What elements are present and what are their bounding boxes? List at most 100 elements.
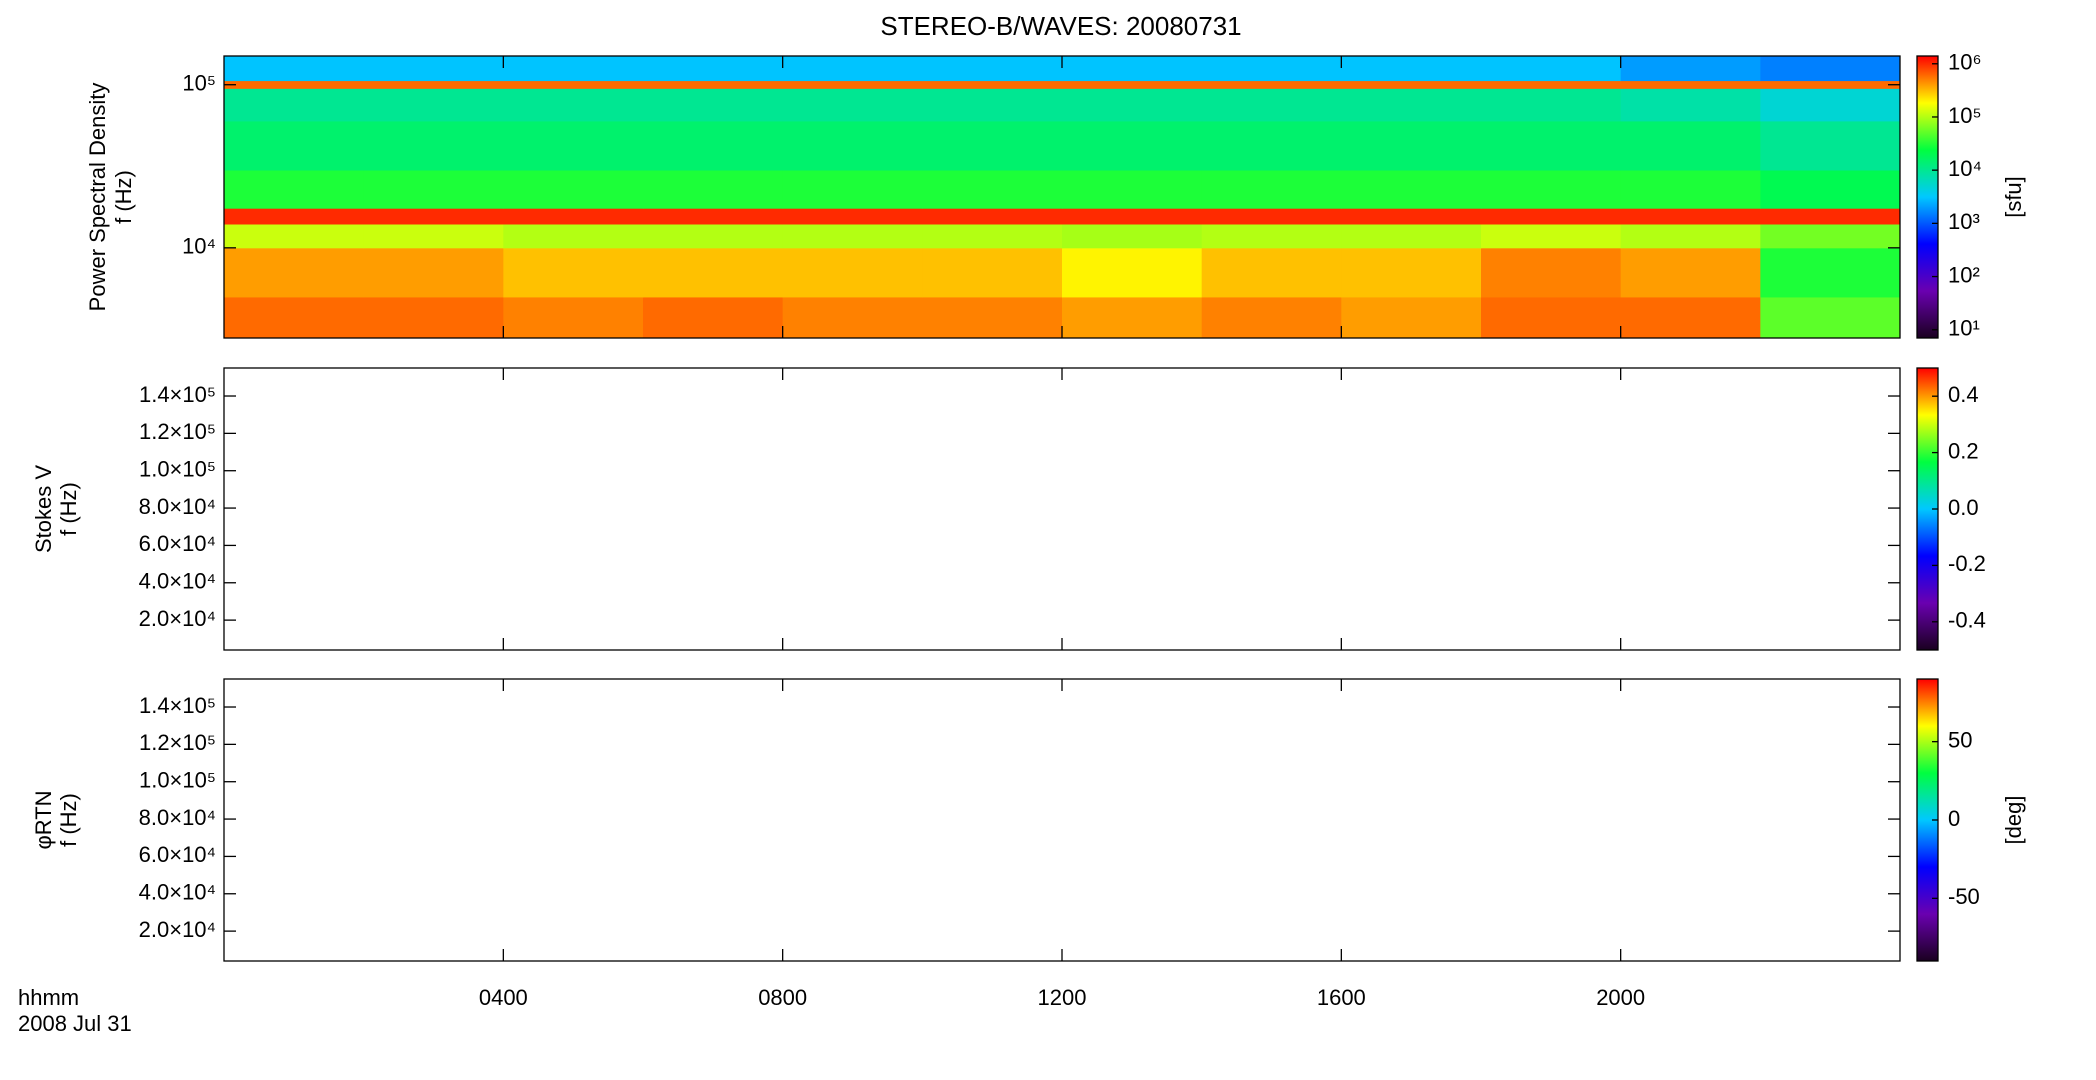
heatmap-cell bbox=[1481, 120, 1622, 171]
heatmap-cell bbox=[224, 56, 365, 82]
heatmap-cell bbox=[922, 120, 1063, 171]
heatmap-cell bbox=[643, 170, 784, 209]
heatmap-cell bbox=[1481, 208, 1622, 225]
heatmap-cell bbox=[922, 223, 1063, 249]
heatmap-cell bbox=[922, 80, 1063, 89]
y-tick-label: 1.4×10⁵ bbox=[139, 382, 216, 407]
heatmap-cell bbox=[224, 223, 365, 249]
heatmap-cell bbox=[1201, 88, 1342, 122]
heatmap-cell bbox=[643, 120, 784, 171]
heatmap-cell bbox=[1062, 223, 1203, 249]
y-tick-label: 4.0×10⁴ bbox=[139, 569, 216, 594]
y-tick-label: 10⁵ bbox=[182, 71, 216, 96]
colorbar-tick-label: 0.0 bbox=[1948, 495, 1979, 520]
x-tick-label: 1600 bbox=[1317, 985, 1366, 1010]
heatmap-cell bbox=[224, 170, 365, 209]
x-tick-label: 0400 bbox=[479, 985, 528, 1010]
heatmap-cell bbox=[1062, 80, 1203, 89]
heatmap-cell bbox=[1062, 208, 1203, 225]
heatmap-cell bbox=[1760, 208, 1901, 225]
heatmap-cell bbox=[1760, 223, 1901, 249]
heatmap-cell bbox=[1760, 120, 1901, 171]
colorbar-label: [deg] bbox=[2001, 796, 2026, 845]
heatmap-cell bbox=[224, 247, 365, 298]
heatmap-cell bbox=[643, 88, 784, 122]
heatmap-cell bbox=[224, 88, 365, 122]
heatmap-cell bbox=[503, 296, 644, 339]
heatmap-cell bbox=[1481, 80, 1622, 89]
colorbar-tick-label: 0 bbox=[1948, 806, 1960, 831]
x-axis-label: hhmm bbox=[18, 985, 79, 1010]
heatmap-cell bbox=[363, 296, 504, 339]
y-axis-label: f (Hz) bbox=[111, 170, 136, 224]
plot-frame bbox=[223, 367, 1901, 651]
x-tick-label: 0800 bbox=[758, 985, 807, 1010]
y-axis-label: Power Spectral Density bbox=[85, 83, 110, 312]
y-tick-label: 1.2×10⁵ bbox=[139, 730, 216, 755]
colorbar-tick-label: 0.4 bbox=[1948, 382, 1979, 407]
heatmap-cell bbox=[1620, 120, 1761, 171]
heatmap-cell bbox=[363, 170, 504, 209]
heatmap-cell bbox=[1201, 120, 1342, 171]
colorbar-tick-label: 10⁶ bbox=[1948, 50, 1982, 75]
heatmap-cell bbox=[1201, 80, 1342, 89]
heatmap-cell bbox=[643, 223, 784, 249]
heatmap-cell bbox=[224, 120, 365, 171]
heatmap-cell bbox=[643, 247, 784, 298]
x-axis-date: 2008 Jul 31 bbox=[18, 1011, 132, 1036]
heatmap-cell bbox=[1620, 80, 1761, 89]
heatmap-cell bbox=[1760, 170, 1901, 209]
heatmap-cell bbox=[643, 80, 784, 89]
colorbar-tick-label: 10⁵ bbox=[1948, 103, 1982, 128]
heatmap-cell bbox=[224, 296, 365, 339]
heatmap-cell bbox=[922, 56, 1063, 82]
heatmap-cell bbox=[503, 247, 644, 298]
heatmap-cell bbox=[1620, 56, 1761, 82]
heatmap-cell bbox=[1481, 247, 1622, 298]
y-tick-label: 6.0×10⁴ bbox=[139, 842, 216, 867]
y-tick-label: 1.2×10⁵ bbox=[139, 419, 216, 444]
heatmap-cell bbox=[1062, 88, 1203, 122]
heatmap-cell bbox=[922, 296, 1063, 339]
heatmap-cell bbox=[363, 208, 504, 225]
y-tick-label: 1.4×10⁵ bbox=[139, 693, 216, 718]
heatmap-cell bbox=[503, 80, 644, 89]
heatmap-cell bbox=[1760, 56, 1901, 82]
y-tick-label: 2.0×10⁴ bbox=[139, 606, 216, 631]
heatmap-cell bbox=[1481, 296, 1622, 339]
heatmap-cell bbox=[1620, 296, 1761, 339]
heatmap-cell bbox=[922, 170, 1063, 209]
colorbar-tick-label: -50 bbox=[1948, 884, 1980, 909]
y-axis-label: φRTN bbox=[31, 790, 56, 849]
heatmap-cell bbox=[782, 120, 923, 171]
heatmap-cell bbox=[1760, 80, 1901, 89]
y-axis-label: Stokes V bbox=[31, 465, 56, 553]
colorbar-label: [sfu] bbox=[2001, 176, 2026, 218]
chart-title: STEREO-B/WAVES: 20080731 bbox=[880, 11, 1241, 41]
heatmap-cell bbox=[363, 223, 504, 249]
heatmap-cell bbox=[782, 80, 923, 89]
heatmap-cell bbox=[363, 247, 504, 298]
heatmap-cell bbox=[503, 170, 644, 209]
colorbar-tick-label: 0.2 bbox=[1948, 438, 1979, 463]
heatmap-cell bbox=[1201, 56, 1342, 82]
heatmap-cell bbox=[363, 120, 504, 171]
heatmap-cell bbox=[224, 80, 365, 89]
y-tick-label: 1.0×10⁵ bbox=[139, 457, 216, 482]
heatmap-cell bbox=[1341, 56, 1482, 82]
y-tick-label: 6.0×10⁴ bbox=[139, 531, 216, 556]
heatmap-cell bbox=[1481, 56, 1622, 82]
heatmap-cell bbox=[1760, 247, 1901, 298]
heatmap-cell bbox=[1341, 80, 1482, 89]
y-axis-label: f (Hz) bbox=[56, 482, 81, 536]
heatmap-cell bbox=[1201, 208, 1342, 225]
heatmap-cell bbox=[1620, 88, 1761, 122]
plot-frame bbox=[223, 678, 1901, 962]
heatmap-cell bbox=[782, 208, 923, 225]
heatmap-cell bbox=[782, 223, 923, 249]
heatmap-cell bbox=[1341, 208, 1482, 225]
heatmap-cell bbox=[1062, 170, 1203, 209]
colorbar-tick-label: -0.4 bbox=[1948, 608, 1986, 633]
colorbar-tick-label: 10² bbox=[1948, 262, 1980, 287]
